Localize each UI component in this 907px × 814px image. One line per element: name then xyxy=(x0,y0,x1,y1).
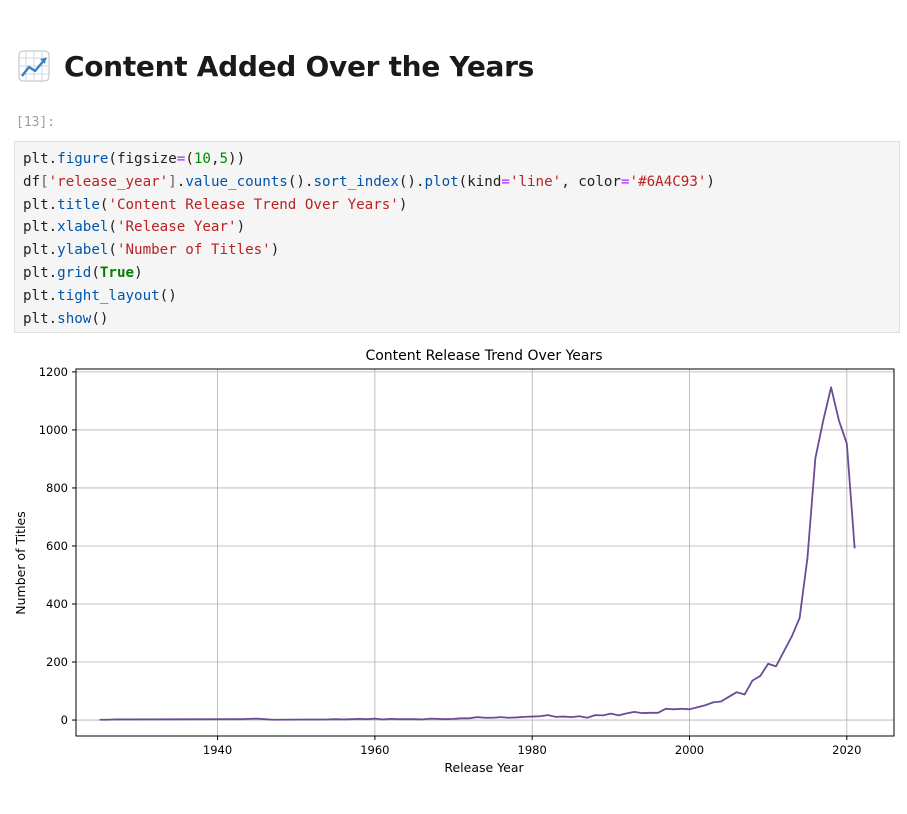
cell-output: Content Release Trend Over Years 1940 196… xyxy=(0,340,907,810)
release-count-line xyxy=(99,386,856,721)
code-line-3: plt.title('Content Release Trend Over Ye… xyxy=(23,196,408,213)
code-line-5: plt.ylabel('Number of Titles') xyxy=(23,242,280,259)
x-tick-label: 1960 xyxy=(360,743,389,757)
code-line-4: plt.xlabel('Release Year') xyxy=(23,219,246,236)
grid-lines xyxy=(76,369,894,736)
x-tick-label: 1940 xyxy=(203,743,232,757)
x-axis-label: Release Year xyxy=(444,760,524,775)
code-editor[interactable]: plt.figure(figsize=(10,5)) df['release_y… xyxy=(15,142,899,330)
line-chart: Content Release Trend Over Years 1940 196… xyxy=(13,348,895,775)
y-tick-label: 1000 xyxy=(39,423,68,437)
code-line-6: plt.grid(True) xyxy=(23,264,143,281)
chart-title: Content Release Trend Over Years xyxy=(365,348,602,364)
code-line-7: plt.tight_layout() xyxy=(23,287,177,304)
y-axis-label: Number of Titles xyxy=(13,511,28,615)
code-line-2: df['release_year'].value_counts().sort_i… xyxy=(23,173,715,190)
cell-prompt: [13]: xyxy=(16,115,56,130)
code-line-8: plt.show() xyxy=(23,310,109,327)
plot-frame xyxy=(75,368,895,737)
y-tick-label: 600 xyxy=(46,539,68,553)
y-tick-label: 0 xyxy=(61,713,68,727)
x-tick-label: 1980 xyxy=(518,743,547,757)
code-cell[interactable]: plt.figure(figsize=(10,5)) df['release_y… xyxy=(14,141,900,333)
y-tick-label: 800 xyxy=(46,481,68,495)
y-tick-label: 200 xyxy=(46,655,68,669)
axis-ticks: 1940 1960 1980 2000 2020 0 200 400 600 800 1000 120… xyxy=(39,365,862,757)
y-tick-label: 1200 xyxy=(39,365,68,379)
code-line-1: plt.figure(figsize=(10,5)) xyxy=(23,151,246,167)
chart-increasing-icon xyxy=(18,50,50,82)
series-line-layer xyxy=(99,386,856,721)
x-tick-label: 2020 xyxy=(832,743,861,757)
section-title: Content Added Over the Years xyxy=(64,49,535,83)
y-tick-label: 400 xyxy=(46,597,68,611)
section-heading: Content Added Over the Years xyxy=(18,44,534,88)
x-tick-label: 2000 xyxy=(675,743,704,757)
